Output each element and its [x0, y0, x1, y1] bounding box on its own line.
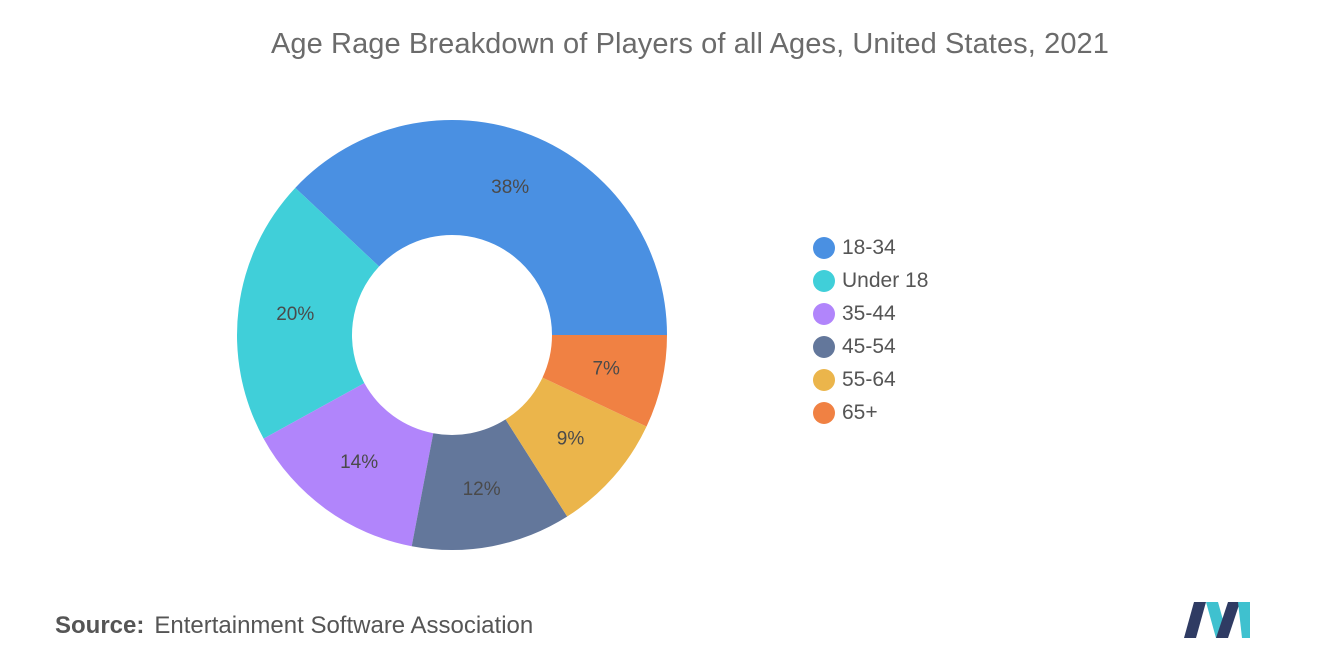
legend-swatch-icon — [813, 302, 835, 325]
legend-label: 55-64 — [842, 367, 896, 391]
source-label: Source: — [55, 612, 145, 639]
legend-item-under-18: Under 18 — [813, 264, 928, 297]
legend-item-45-54: 45-54 — [813, 330, 928, 363]
legend-label: 35-44 — [842, 301, 896, 325]
slice-data-label: 7% — [592, 358, 620, 379]
legend-swatch-icon — [813, 368, 835, 391]
legend-swatch-icon — [813, 236, 835, 259]
chart-title: Age Rage Breakdown of Players of all Age… — [270, 28, 1110, 60]
legend-swatch-icon — [813, 335, 835, 358]
donut-labels: 38% 20% 14% 12% 9% 7% — [276, 177, 620, 500]
legend-item-18-34: 18-34 — [813, 231, 928, 264]
legend-swatch-icon — [813, 269, 835, 292]
slice-data-label: 20% — [276, 304, 314, 325]
legend-label: 45-54 — [842, 334, 896, 358]
legend-label: 18-34 — [842, 235, 896, 259]
slice-data-label: 38% — [491, 177, 529, 198]
legend-label: Under 18 — [842, 268, 929, 292]
slice-35-44 — [263, 383, 434, 547]
mordor-intelligence-logo-icon — [1184, 602, 1250, 638]
legend-item-55-64: 55-64 — [813, 363, 928, 396]
slice-55-64 — [505, 377, 647, 517]
source-text: Entertainment Software Association — [154, 612, 534, 639]
source-note: Source: Entertainment Software Associatio… — [55, 612, 533, 640]
legend-item-65-plus: 65+ — [813, 396, 928, 429]
donut-slices — [237, 120, 667, 550]
slice-data-label: 9% — [557, 429, 585, 450]
legend-label: 65+ — [842, 400, 878, 424]
slice-data-label: 14% — [340, 452, 378, 473]
chart-legend: 18-34 Under 18 35-44 45-54 55-64 65+ — [813, 231, 928, 429]
legend-item-35-44: 35-44 — [813, 297, 928, 330]
slice-45-54 — [411, 419, 568, 550]
slice-under-18 — [237, 187, 380, 439]
legend-swatch-icon — [813, 401, 835, 424]
slice-18-34 — [295, 120, 667, 335]
slice-data-label: 12% — [463, 479, 501, 500]
slice-65- — [542, 335, 667, 427]
